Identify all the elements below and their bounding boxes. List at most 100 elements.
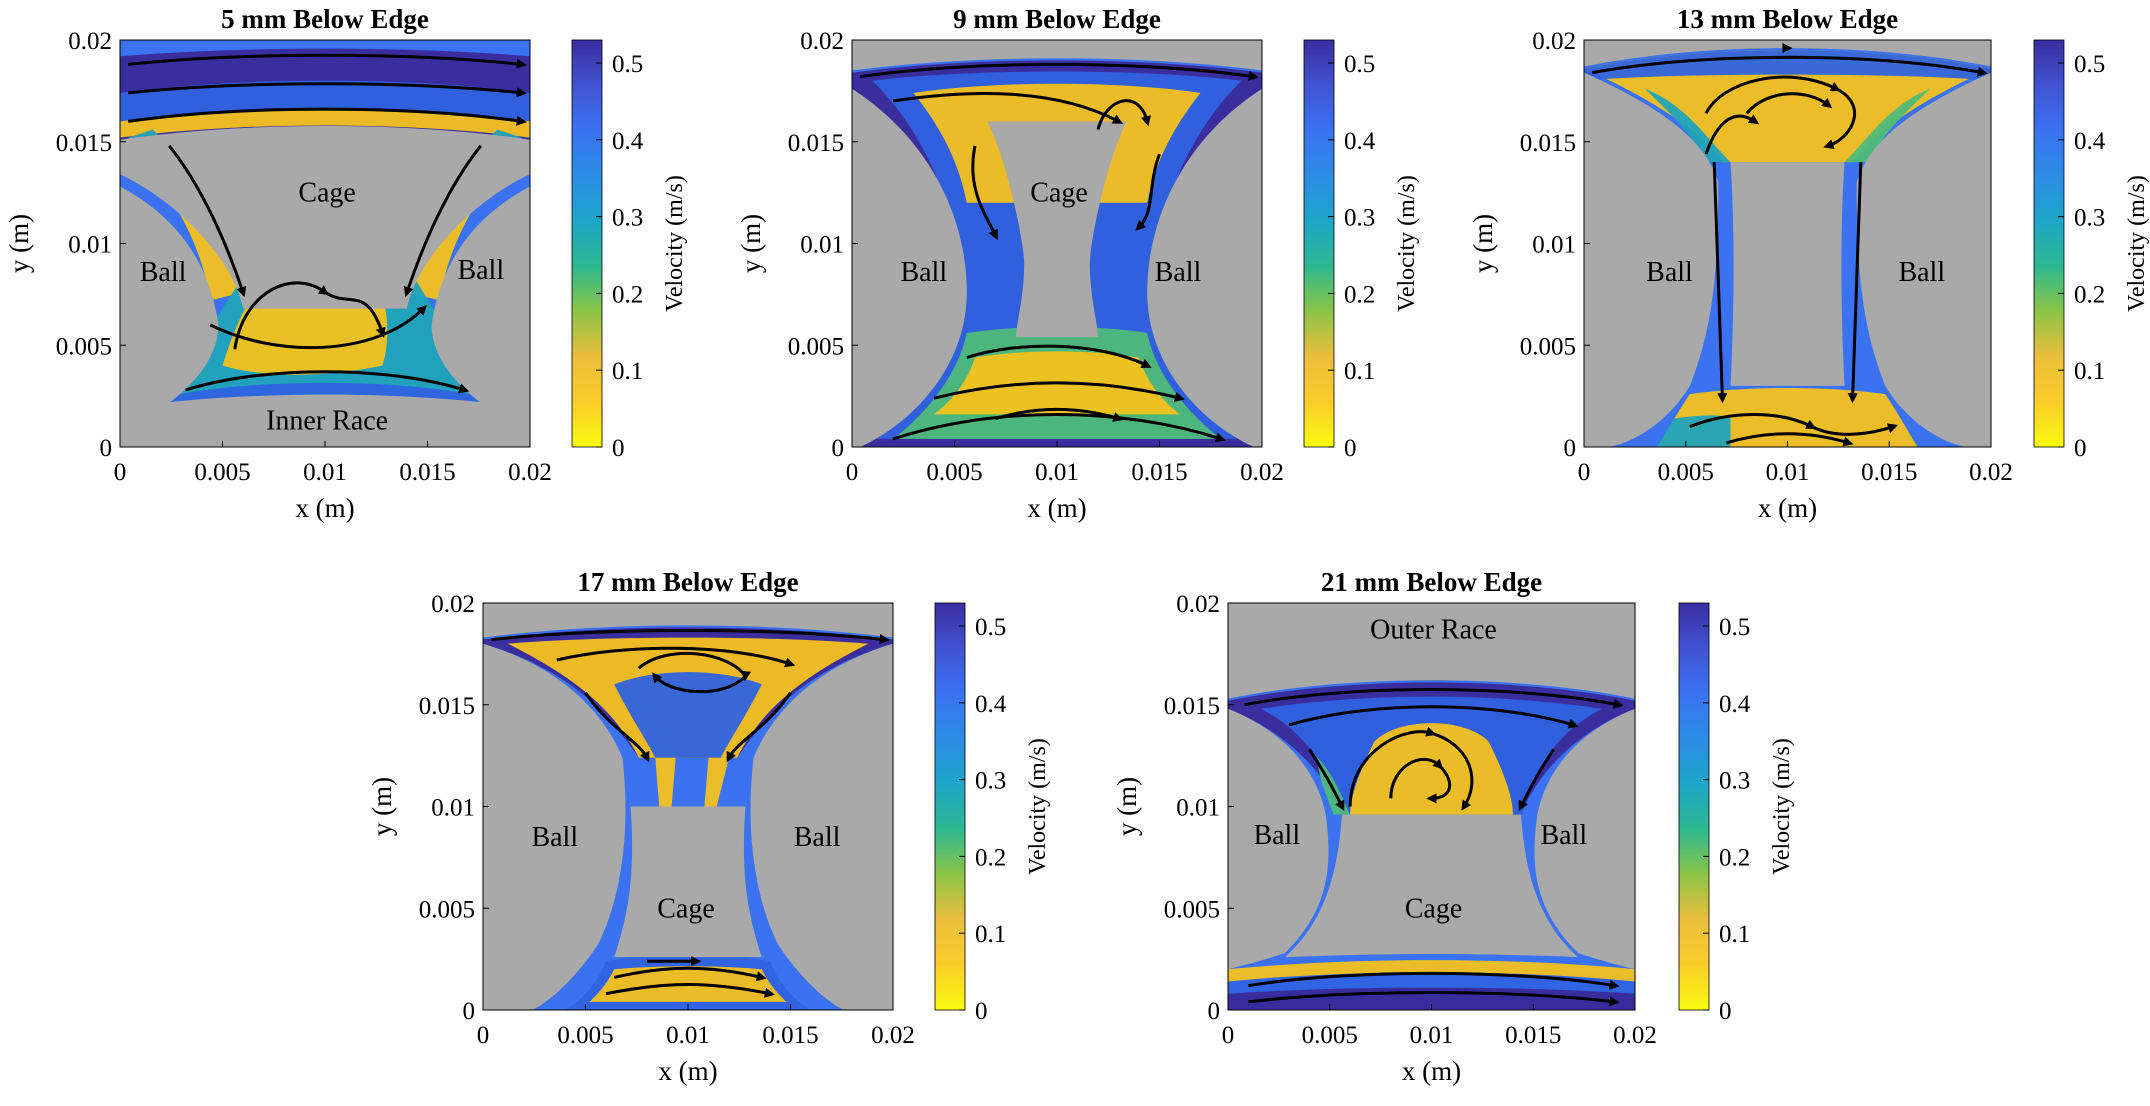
region-label: Cage bbox=[657, 893, 715, 924]
streamline bbox=[1244, 688, 1624, 709]
y-tick-label: 0.02 bbox=[1532, 28, 1576, 55]
x-tick-label: 0.005 bbox=[1302, 1022, 1358, 1049]
x-tick-label: 0.015 bbox=[762, 1022, 818, 1049]
solid-region bbox=[1228, 708, 1329, 970]
panel-title: 5 mm Below Edge bbox=[221, 4, 429, 34]
region-label: Ball bbox=[794, 822, 841, 853]
y-tick-label: 0.015 bbox=[1164, 693, 1220, 720]
solid-region bbox=[750, 643, 893, 1010]
velocity-band bbox=[1584, 50, 1991, 81]
streamline bbox=[1704, 75, 1857, 150]
x-tick-label: 0.015 bbox=[399, 459, 455, 486]
colorbar-tick-label: 0.2 bbox=[2074, 281, 2105, 308]
colorbar-tick-label: 0.3 bbox=[1344, 205, 1375, 232]
y-axis-label: y (m) bbox=[1112, 777, 1142, 836]
y-tick-label: 0.005 bbox=[56, 333, 112, 360]
region-label: Ball bbox=[140, 257, 187, 288]
panel-title: 21 mm Below Edge bbox=[1321, 567, 1542, 597]
x-tick-label: 0 bbox=[846, 459, 859, 486]
streamline bbox=[1288, 705, 1579, 729]
colorbar bbox=[571, 39, 603, 448]
x-tick-label: 0.005 bbox=[926, 459, 982, 486]
streamline bbox=[613, 966, 767, 982]
x-axis-label: x (m) bbox=[658, 1056, 717, 1086]
x-tick-label: 0.02 bbox=[1240, 459, 1284, 486]
region-label: Cage bbox=[1405, 893, 1463, 924]
y-tick-label: 0 bbox=[463, 998, 476, 1025]
region-label: Ball bbox=[1155, 257, 1202, 288]
x-tick-label: 0.01 bbox=[1035, 459, 1079, 486]
y-tick-label: 0 bbox=[100, 435, 113, 462]
solid-region bbox=[1856, 72, 1991, 447]
y-tick-label: 0 bbox=[1564, 435, 1577, 462]
streamline bbox=[1248, 971, 1620, 990]
colorbar-label: Velocity (m/s) bbox=[1769, 738, 1795, 875]
streamline bbox=[995, 407, 1124, 422]
colorbar-tick-label: 0.1 bbox=[1719, 921, 1750, 948]
colorbar-tick-label: 0.4 bbox=[2074, 128, 2106, 155]
solid-region bbox=[431, 186, 530, 431]
x-tick-label: 0.02 bbox=[1969, 459, 2013, 486]
solid-region bbox=[1285, 814, 1578, 958]
colorbar-tick-label: 0.3 bbox=[975, 768, 1006, 795]
colorbar bbox=[1303, 39, 1335, 448]
x-axis-label: x (m) bbox=[1402, 1056, 1461, 1086]
axes-frame bbox=[482, 602, 894, 1011]
panel-3: 13 mm Below Edge Ball Ball 0 0.005 0.01 0.015 0… bbox=[1468, 4, 2150, 523]
streamline bbox=[1348, 726, 1474, 811]
colorbar bbox=[2033, 39, 2065, 448]
x-tick-label: 0.015 bbox=[1131, 459, 1187, 486]
x-tick-label: 0.005 bbox=[1658, 459, 1714, 486]
colorbar bbox=[1678, 602, 1710, 1011]
colorbar-tick-label: 0.1 bbox=[975, 921, 1006, 948]
region-label: Outer Race bbox=[1370, 615, 1497, 646]
x-tick-label: 0.02 bbox=[508, 459, 552, 486]
panel-4: 17 mm Below Edge Ball Ball Cage 0 0.005 0.01 0.… bbox=[367, 567, 1051, 1086]
velocity-band bbox=[1844, 88, 1930, 163]
panel-title: 17 mm Below Edge bbox=[577, 567, 798, 597]
colorbar-label: Velocity (m/s) bbox=[662, 175, 688, 312]
colorbar-tick-label: 0 bbox=[2074, 435, 2087, 462]
solid-region bbox=[1584, 72, 1719, 447]
streamline bbox=[584, 691, 650, 763]
axes-frame bbox=[851, 39, 1263, 448]
x-tick-label: 0.005 bbox=[194, 459, 250, 486]
solid-region bbox=[483, 603, 893, 638]
streamline bbox=[1847, 162, 1863, 404]
region-label: Cage bbox=[1030, 178, 1088, 209]
streamline bbox=[1725, 432, 1854, 447]
y-tick-label: 0.015 bbox=[1520, 130, 1576, 157]
streamline bbox=[1704, 114, 1760, 155]
streamline bbox=[128, 53, 527, 69]
streamline bbox=[892, 91, 1124, 124]
x-tick-label: 0 bbox=[114, 459, 127, 486]
x-tick-label: 0.01 bbox=[1410, 1022, 1454, 1049]
colorbar-tick-label: 0.2 bbox=[612, 281, 643, 308]
streamline bbox=[233, 281, 386, 350]
colorbar-tick-label: 0.5 bbox=[1719, 614, 1750, 641]
plot-area bbox=[1228, 603, 1635, 1010]
y-tick-label: 0.02 bbox=[1176, 591, 1220, 618]
streamline bbox=[637, 651, 751, 694]
x-tick-label: 0 bbox=[1578, 459, 1591, 486]
solid-region bbox=[120, 394, 530, 447]
solid-region bbox=[483, 643, 626, 1010]
streamline bbox=[127, 107, 527, 126]
region-label: Inner Race bbox=[266, 406, 388, 437]
x-tick-label: 0.005 bbox=[557, 1022, 613, 1049]
streamline bbox=[859, 62, 1259, 81]
y-tick-label: 0.005 bbox=[788, 333, 844, 360]
region-label: Ball bbox=[1540, 820, 1587, 851]
streamline bbox=[1389, 757, 1452, 804]
streamline bbox=[128, 82, 527, 98]
colorbar-tick-label: 0.2 bbox=[1344, 281, 1375, 308]
colorbar-tick-label: 0.4 bbox=[612, 128, 644, 155]
velocity-band bbox=[1584, 50, 1991, 163]
panel-2: 9 mm Below Edge Cage Ball Ball 0 0.005 0.01 0.0… bbox=[736, 4, 1420, 523]
solid-region bbox=[1584, 40, 1991, 67]
solid-region bbox=[120, 186, 219, 431]
streamline bbox=[491, 628, 890, 645]
plot-area bbox=[1584, 40, 1991, 447]
solid-region bbox=[614, 806, 762, 958]
